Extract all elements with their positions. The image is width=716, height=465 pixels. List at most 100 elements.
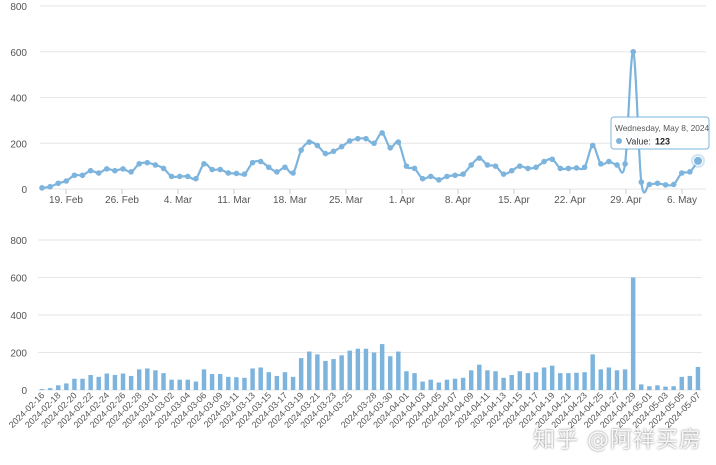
bar [234, 377, 239, 390]
line-x-tick-label: 4. Mar [164, 195, 193, 206]
tooltip-value: 123 [655, 137, 670, 147]
line-point [444, 173, 450, 180]
line-point [460, 171, 466, 177]
bar [574, 372, 579, 390]
line-point [646, 181, 653, 188]
line-x-tick-label: 1. Apr [389, 195, 416, 206]
bar [250, 368, 255, 390]
line-point [176, 173, 183, 180]
line-point [508, 167, 515, 174]
bar [509, 375, 514, 390]
bar [388, 356, 393, 390]
line-point [47, 183, 53, 190]
line-point [128, 169, 134, 175]
tooltip-date: Wednesday, May 8, 2024 [615, 123, 710, 133]
bar [145, 368, 150, 390]
bar [339, 355, 344, 390]
bar [323, 360, 328, 390]
bar-y-tick-label: 400 [10, 311, 27, 322]
line-point [330, 148, 337, 155]
bar [558, 373, 563, 391]
line-point [573, 165, 580, 171]
bar [136, 369, 142, 391]
bar [598, 369, 603, 391]
bar [128, 375, 134, 390]
bar [298, 358, 304, 391]
line-point [71, 172, 78, 179]
bar [226, 376, 231, 391]
line-point [419, 175, 426, 182]
line-point [55, 180, 61, 187]
line-point [371, 140, 377, 147]
line-point [622, 161, 628, 167]
line-x-tick-label: 15. Apr [498, 195, 530, 206]
line-point [168, 173, 175, 180]
line-point [95, 170, 102, 176]
line-point [209, 166, 215, 173]
line-point-highlight [693, 155, 703, 166]
bar-y-tick-label: 600 [10, 274, 27, 285]
line-series-path [41, 50, 699, 194]
bar [630, 277, 636, 390]
bar [420, 381, 425, 390]
watermark-text: 知乎 @阿祥买房 [533, 428, 702, 453]
bar [404, 371, 409, 390]
line-point [282, 164, 288, 171]
line-point [403, 163, 410, 169]
bar [468, 370, 474, 390]
bar [639, 384, 644, 391]
bar [290, 376, 296, 391]
bar [622, 369, 628, 391]
bar [533, 372, 539, 390]
bar [161, 373, 166, 391]
bar [185, 379, 191, 390]
line-point [581, 164, 588, 171]
bar [477, 364, 482, 390]
bar [112, 375, 118, 390]
bar-y-tick-label: 0 [21, 386, 27, 397]
line-point [79, 172, 86, 179]
line-point [265, 164, 272, 171]
line-point [136, 161, 142, 167]
line-point [679, 170, 685, 176]
bar [428, 379, 433, 390]
line-point [217, 166, 223, 173]
line-point [662, 182, 669, 188]
line-point [687, 169, 693, 175]
bar [452, 378, 458, 390]
bar [436, 382, 442, 390]
tooltip-box [610, 116, 710, 150]
bar [72, 378, 77, 390]
line-point [274, 169, 280, 175]
bar [307, 351, 312, 390]
bar [679, 376, 684, 391]
line-x-tick-label: 11. Mar [217, 195, 251, 206]
bar [242, 377, 247, 390]
bar [96, 376, 101, 391]
line-point [120, 166, 126, 172]
bar [258, 367, 263, 390]
bar [104, 373, 110, 390]
line-x-tick-label: 26. Feb [105, 195, 139, 206]
bar [355, 348, 361, 390]
line-point [484, 162, 491, 168]
bar [47, 388, 53, 391]
line-chart: 0 200 400 600 800 19. Feb 26. Feb 4. Mar 11. Mar… [10, 2, 709, 206]
line-point [184, 173, 191, 180]
tooltip: Wednesday, May 8, 2024 Value: 123 [610, 116, 710, 150]
bar [614, 370, 620, 390]
line-point [565, 165, 572, 172]
line-point [654, 180, 661, 187]
line-point [589, 142, 596, 149]
line-point [517, 163, 523, 169]
line-x-tick-label: 22. Apr [554, 195, 586, 206]
line-point [525, 165, 531, 172]
line-point [630, 48, 637, 55]
line-point [598, 161, 604, 167]
line-x-tick-label: 6. May [667, 195, 697, 206]
line-point [395, 139, 402, 145]
line-point [201, 161, 207, 167]
line-x-tick-label: 8. Apr [445, 195, 472, 206]
line-point [427, 173, 434, 180]
